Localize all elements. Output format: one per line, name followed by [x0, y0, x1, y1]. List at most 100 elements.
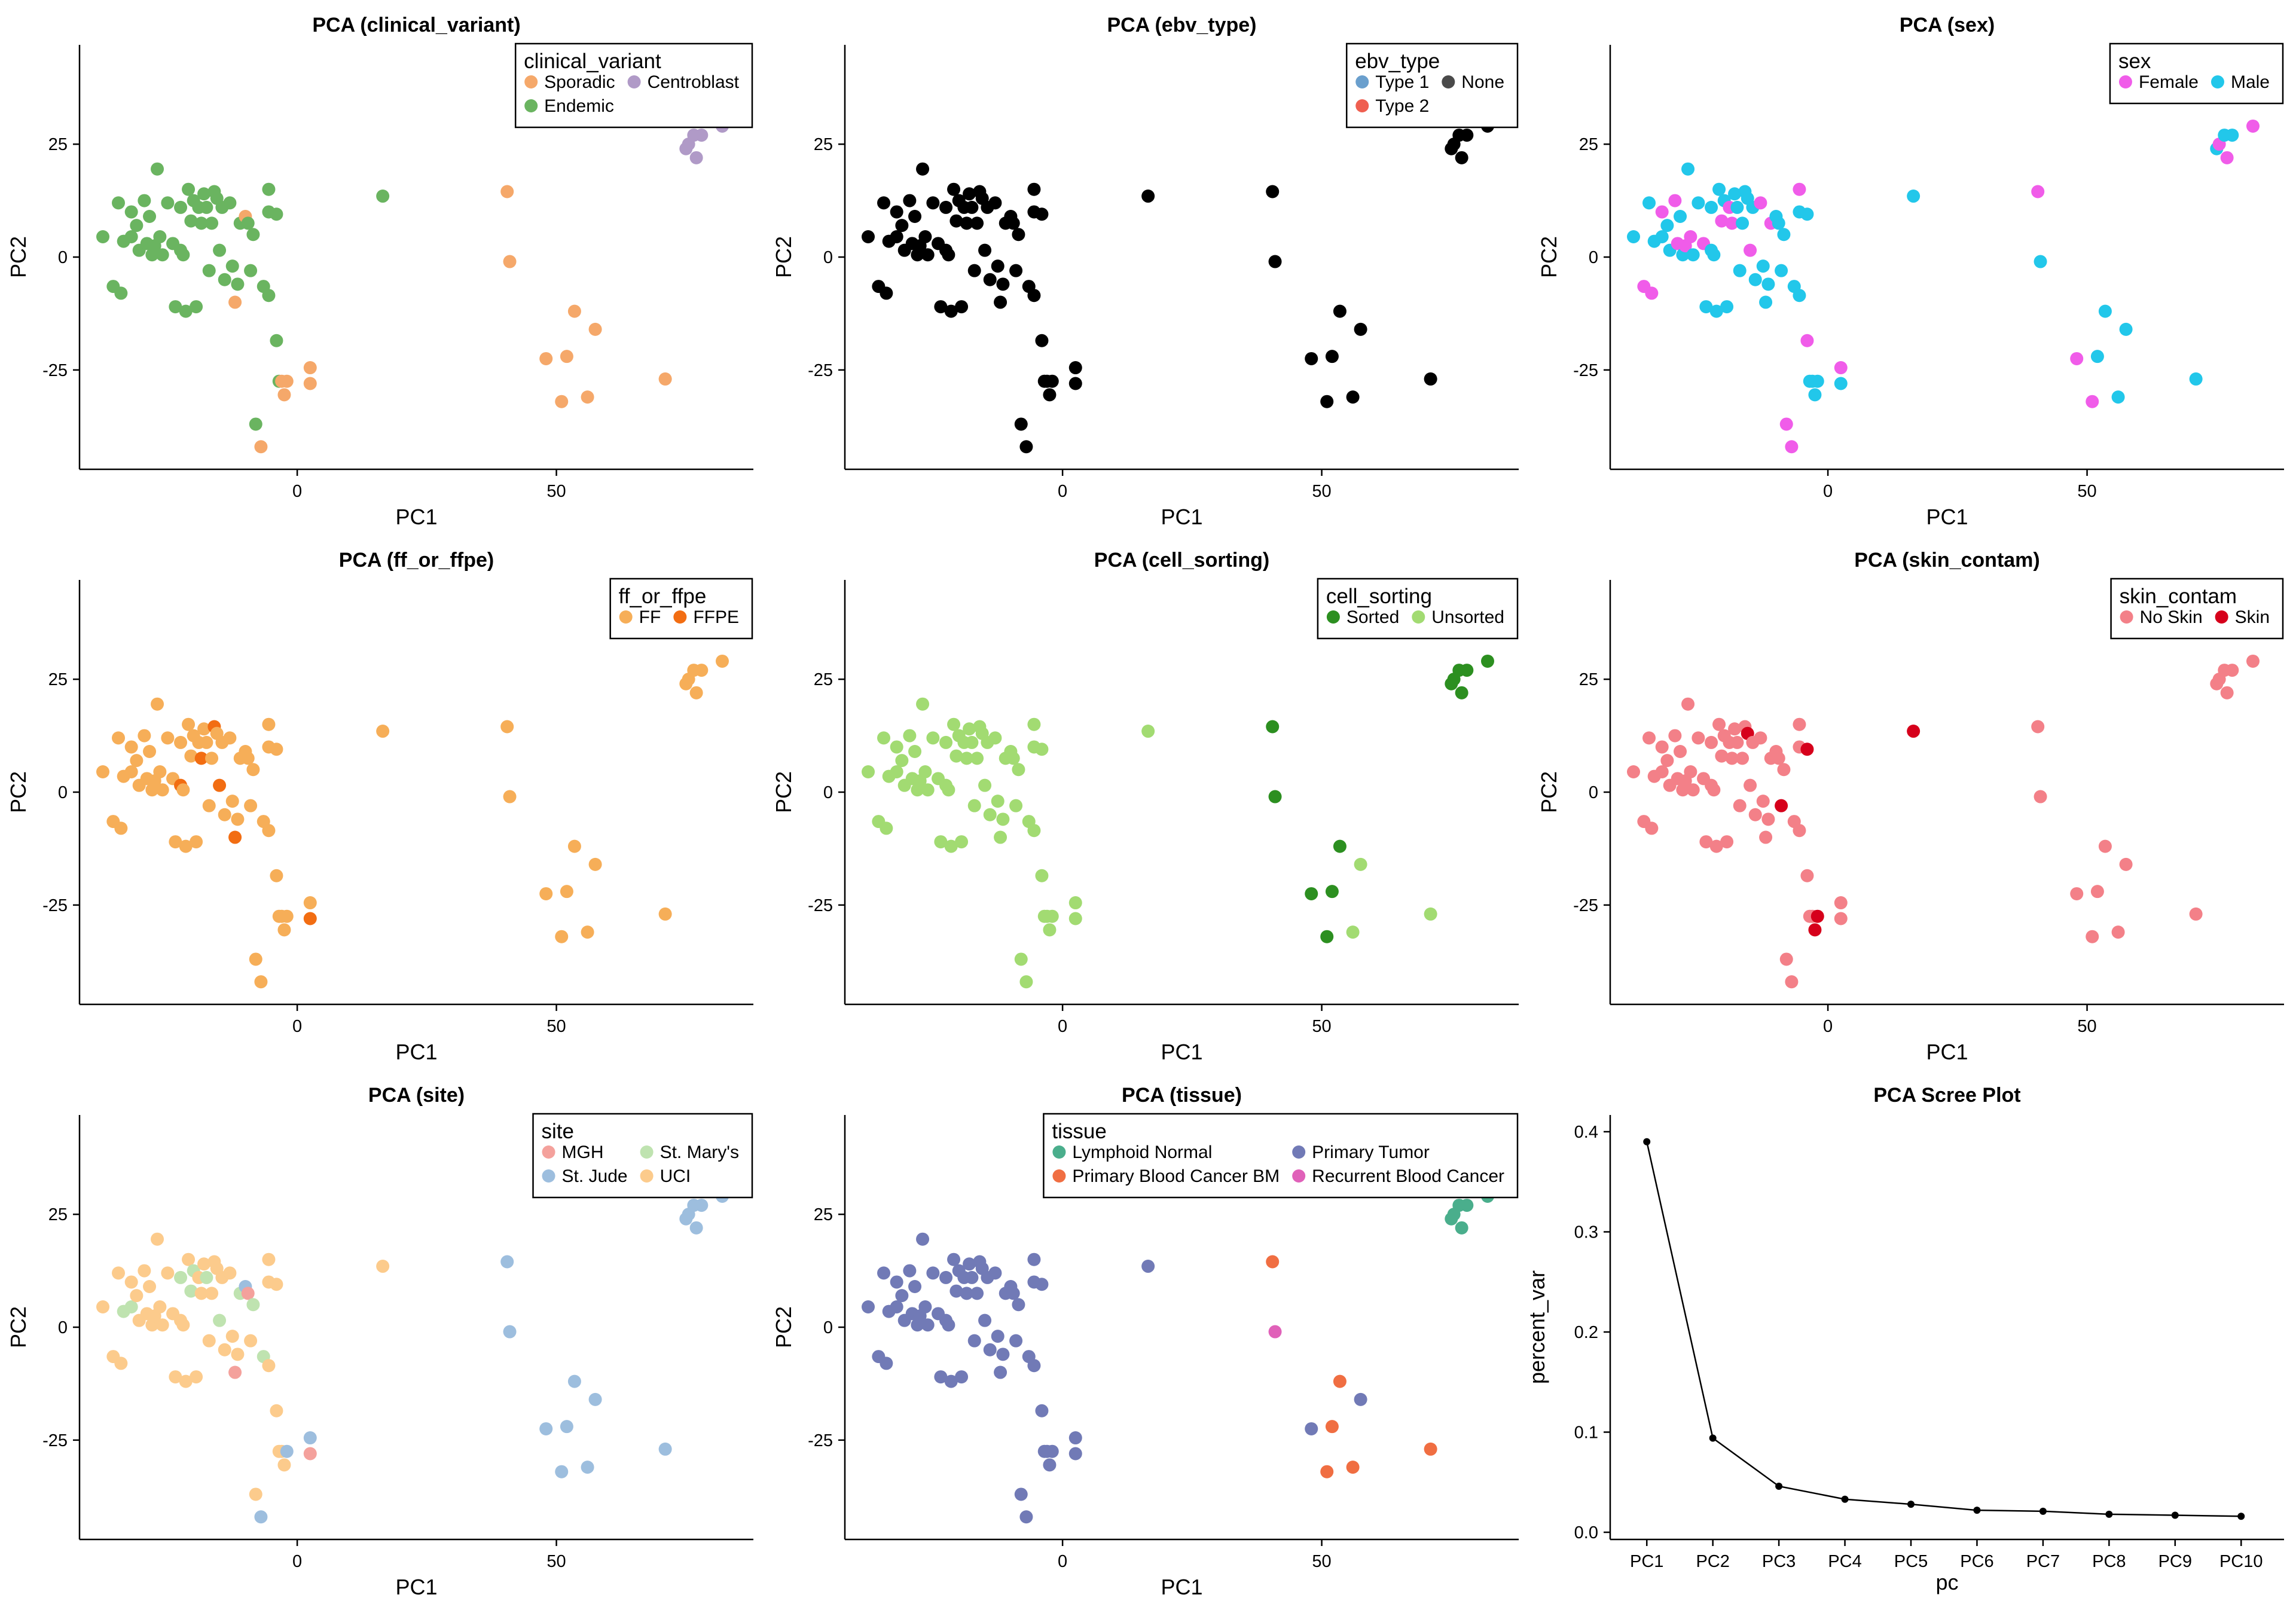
point: [143, 745, 157, 759]
point: [2225, 664, 2239, 677]
point: [1268, 790, 1282, 804]
point: [991, 1330, 1004, 1343]
y-tick-label: 0: [58, 1318, 68, 1337]
point: [151, 1232, 164, 1246]
point: [280, 374, 294, 388]
point: [934, 1370, 948, 1384]
y-axis-label: PC2: [6, 771, 30, 813]
point: [1027, 824, 1041, 838]
point: [978, 1313, 992, 1327]
x-tick-label: 50: [546, 1017, 566, 1036]
point: [1627, 230, 1641, 244]
point: [124, 230, 138, 244]
point: [555, 930, 569, 943]
point: [2090, 350, 2104, 363]
point: [114, 1357, 128, 1370]
point: [1699, 835, 1713, 849]
point: [124, 1275, 138, 1289]
point: [1320, 1465, 1334, 1478]
point: [539, 352, 553, 365]
point: [555, 1465, 569, 1478]
point: [184, 214, 198, 228]
point: [880, 821, 893, 835]
x-tick-label: 50: [1312, 1552, 1331, 1571]
point: [124, 1300, 138, 1314]
point: [581, 1461, 594, 1474]
point: [978, 778, 992, 792]
point: [588, 1392, 602, 1406]
point: [246, 763, 260, 777]
point: [1320, 395, 1334, 408]
legend-swatch: [542, 1145, 555, 1159]
point: [695, 1199, 709, 1212]
point: [1333, 304, 1347, 318]
point: [1692, 196, 1705, 210]
point: [1736, 751, 1750, 765]
point: [1141, 725, 1155, 738]
point: [965, 200, 979, 214]
point: [249, 952, 262, 966]
point: [1834, 912, 1848, 925]
point: [1346, 1461, 1360, 1474]
point: [1681, 162, 1695, 176]
point: [942, 1318, 955, 1332]
point: [877, 1266, 891, 1280]
x-tick-label: PC4: [1828, 1552, 1861, 1571]
point: [1759, 295, 1773, 309]
point: [246, 1298, 260, 1312]
point: [228, 830, 242, 844]
point: [1006, 216, 1020, 230]
point: [862, 1300, 875, 1314]
point: [254, 1510, 268, 1524]
point: [153, 1300, 167, 1314]
point: [96, 1300, 110, 1314]
point: [1027, 289, 1041, 303]
legend-label: Sporadic: [544, 72, 615, 92]
point: [1684, 230, 1697, 244]
point: [503, 255, 517, 268]
x-tick-label: 0: [1058, 1017, 1067, 1036]
point: [246, 228, 260, 242]
point: [231, 277, 245, 291]
x-axis-label: PC1: [395, 1575, 437, 1599]
point: [983, 273, 997, 286]
point: [963, 187, 976, 201]
point: [1715, 214, 1729, 228]
point: [1045, 374, 1059, 388]
point: [174, 200, 188, 214]
point: [1800, 869, 1814, 882]
point: [1707, 783, 1721, 797]
point: [1785, 440, 1799, 454]
point: [581, 390, 594, 404]
point: [200, 200, 213, 214]
x-axis-label: PC1: [1926, 1040, 1968, 1064]
point: [218, 273, 231, 286]
point: [1035, 1404, 1049, 1417]
point: [921, 248, 935, 262]
y-tick-label: 25: [814, 1205, 833, 1224]
point: [249, 417, 262, 431]
panel-title: PCA (sex): [1900, 14, 1995, 36]
point: [500, 720, 514, 734]
point: [244, 1334, 258, 1348]
point: [996, 812, 1010, 826]
point: [1455, 1221, 1468, 1235]
point: [1068, 896, 1082, 910]
point: [112, 196, 126, 210]
legend-label: Lymphoid Normal: [1072, 1142, 1212, 1162]
point: [862, 230, 875, 244]
point: [2031, 720, 2045, 734]
legend-swatch: [1052, 1169, 1066, 1183]
x-tick-label: 0: [1058, 1552, 1067, 1571]
point: [182, 182, 196, 196]
point: [176, 1318, 190, 1332]
point: [174, 1270, 188, 1284]
point: [151, 697, 164, 711]
point: [903, 194, 917, 207]
panel-title: PCA (skin_contam): [1854, 549, 2039, 572]
legend-swatch: [640, 1169, 654, 1183]
point: [1333, 1374, 1347, 1388]
point: [303, 1447, 317, 1461]
point: [241, 751, 255, 765]
